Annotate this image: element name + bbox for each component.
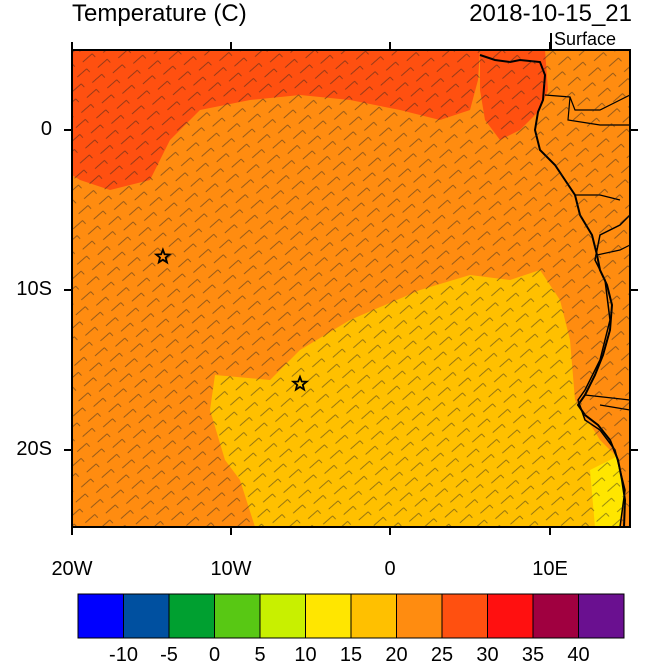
y-tick-label: 20S — [16, 438, 52, 460]
colorbar-swatch — [168, 593, 215, 639]
plot-frame — [71, 49, 631, 528]
star-marker — [290, 374, 310, 392]
colorbar-label: 0 — [208, 644, 221, 666]
y-tick-label: 10S — [16, 278, 52, 300]
datetime-label: 2018-10-15_21 — [469, 0, 632, 27]
temperature-field — [72, 50, 630, 527]
colorbar-label: 15 — [339, 644, 363, 666]
colorbar-swatch — [77, 593, 124, 639]
marker-layer — [153, 247, 310, 392]
colorbar-swatch — [350, 593, 397, 639]
colorbar-swatch — [214, 593, 261, 639]
colorbar-swatch — [123, 593, 170, 639]
colorbar-swatch — [487, 593, 534, 639]
level-marker — [550, 33, 552, 49]
colorbar-label: 35 — [521, 644, 545, 666]
colorbar-swatch — [305, 593, 352, 639]
x-tick-label: 20W — [51, 558, 93, 580]
colorbar-label: -10 — [109, 644, 138, 666]
colorbar-label: 10 — [294, 644, 317, 666]
level-label: Surface — [554, 29, 617, 49]
y-tick-label: 0 — [40, 118, 52, 140]
colorbar-label: 25 — [430, 644, 454, 666]
x-tick-label: 10W — [210, 558, 252, 580]
x-tick-label: 10E — [532, 558, 568, 580]
colorbar-swatch — [259, 593, 306, 639]
colorbar-swatch — [578, 593, 625, 639]
colorbar-swatch — [441, 593, 488, 639]
plot-title: Temperature (C) — [72, 0, 247, 27]
colorbar-label: -5 — [160, 644, 178, 666]
x-tick-label: 0 — [384, 558, 396, 580]
colorbar-swatch — [396, 593, 443, 639]
colorbar-label: 5 — [254, 644, 266, 666]
tick-marks — [64, 42, 638, 535]
star-marker — [153, 247, 172, 265]
colorbar-swatch — [532, 593, 579, 639]
colorbar-label: 20 — [385, 644, 408, 666]
colorbar-label: 40 — [567, 644, 590, 666]
colorbar — [77, 593, 625, 639]
colorbar-label: 30 — [476, 644, 499, 666]
wind-barbs — [72, 50, 630, 527]
